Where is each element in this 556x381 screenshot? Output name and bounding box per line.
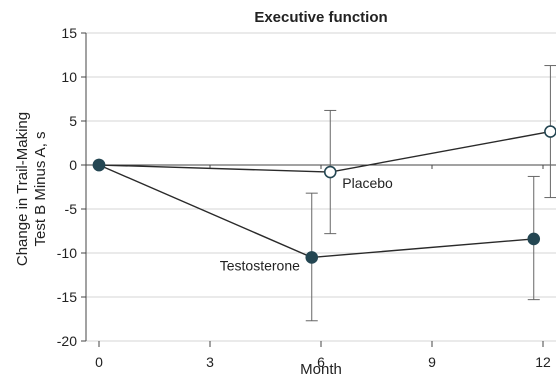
series-layer xyxy=(92,65,556,322)
data-point xyxy=(92,158,106,172)
y-axis-title-line-1: Change in Trail-Making xyxy=(14,112,31,266)
series-labels: Placebo Testosterone xyxy=(220,175,393,273)
x-tick-label: 12 xyxy=(535,354,551,370)
y-tick-label: 10 xyxy=(61,69,77,85)
data-point xyxy=(323,165,337,179)
y-tick-label: -15 xyxy=(57,289,77,305)
series-label-testosterone: Testosterone xyxy=(220,257,300,273)
y-tick-label: 15 xyxy=(61,25,77,41)
y-axis-title-line-2: Test B Minus A, s xyxy=(32,131,49,246)
x-tick-label: 0 xyxy=(95,354,103,370)
y-tick-label: 0 xyxy=(69,157,77,173)
x-tick-label: 3 xyxy=(206,354,214,370)
y-tick-label: -20 xyxy=(57,333,77,349)
series-label-placebo: Placebo xyxy=(342,175,393,191)
x-tick-label: 6 xyxy=(317,354,325,370)
y-axis-title: Change in Trail-Making Test B Minus A, s xyxy=(14,112,49,266)
axes: 15 10 5 0 -5 -10 -15 -20 0 3 6 9 12 xyxy=(57,25,551,370)
y-tick-label: -10 xyxy=(57,245,77,261)
y-tick-label: 5 xyxy=(69,113,77,129)
x-tick-label: 9 xyxy=(428,354,436,370)
data-point xyxy=(527,232,541,246)
x-axis-title: Month xyxy=(300,361,342,378)
series-line-testosterone xyxy=(98,164,534,259)
data-point xyxy=(544,125,556,138)
chart-title: Executive function xyxy=(254,9,387,26)
data-point xyxy=(305,251,319,264)
y-tick-label: -5 xyxy=(65,201,78,217)
series-line-placebo xyxy=(98,130,551,173)
grid xyxy=(86,32,556,342)
